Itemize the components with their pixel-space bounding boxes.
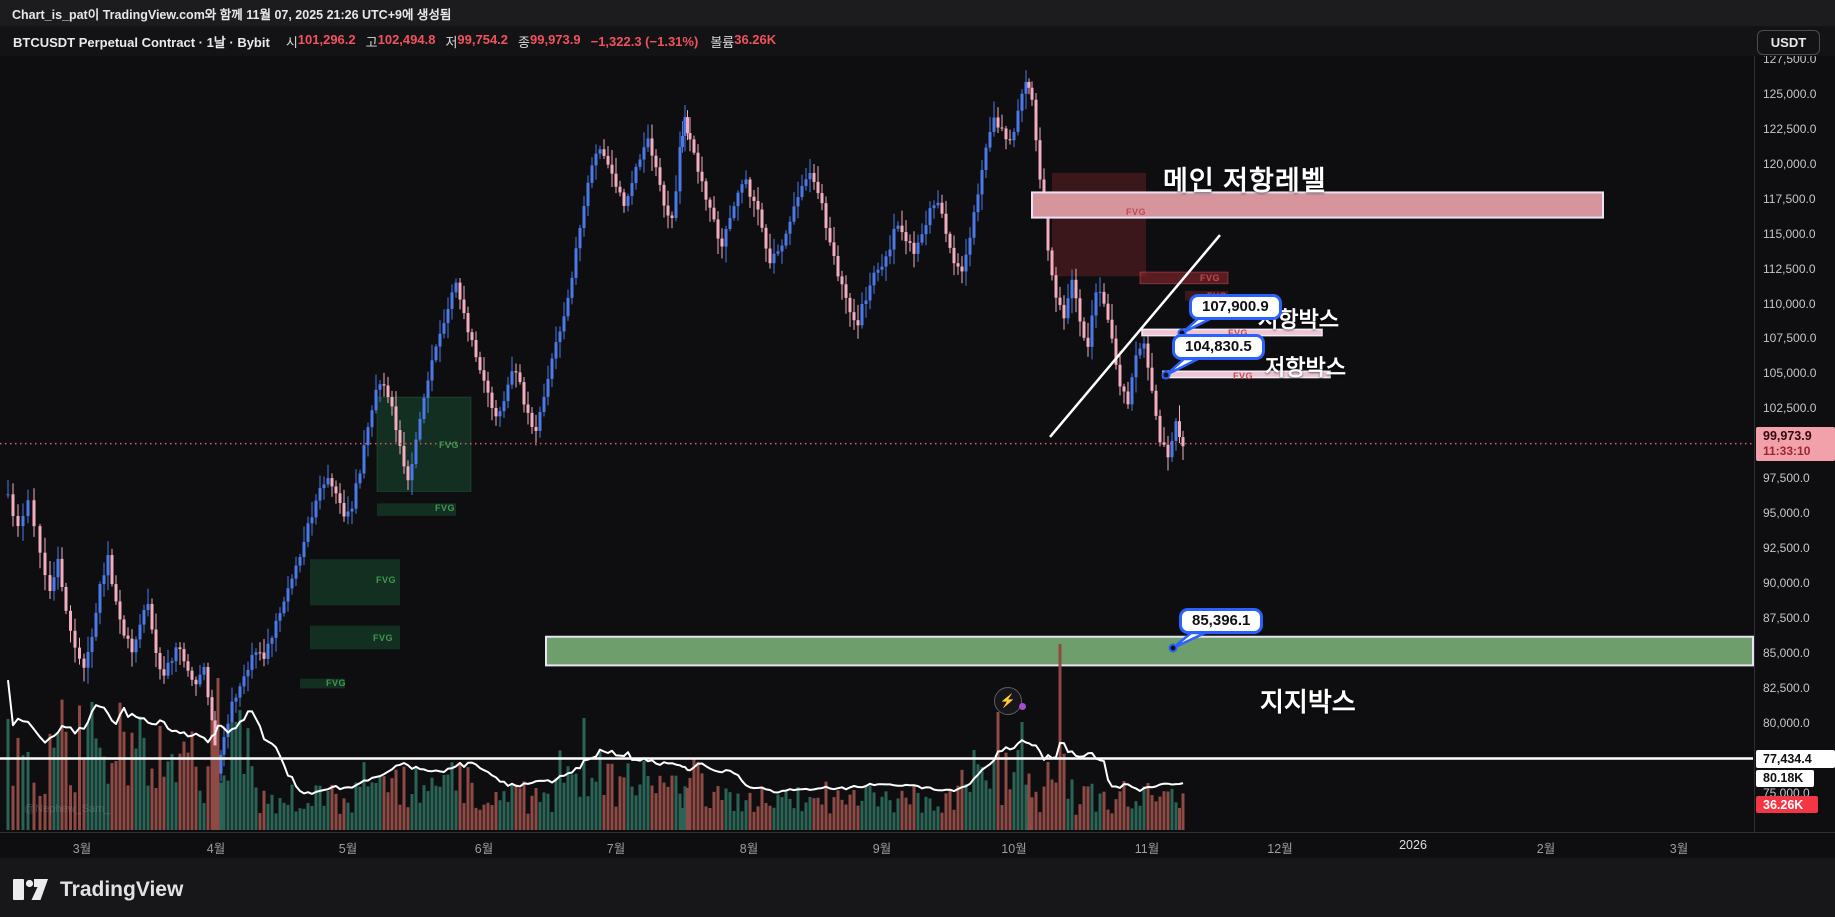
price-axis[interactable]: 127,500.0 125,000.0 122,500.0 120,000.0 117,… <box>1754 56 1835 832</box>
close-value: 99,973.9 <box>530 31 581 47</box>
alert-line-price-chip: 77,434.4 <box>1756 749 1835 768</box>
high-value: 102,494.8 <box>377 31 436 47</box>
callout-resistance-1-price: 107,900.9 <box>1189 294 1282 320</box>
open-label: 시 <box>285 34 298 50</box>
volume-value: 36.26K <box>734 31 777 47</box>
time-tick-label: 4월 <box>206 842 226 856</box>
time-tick-label: 7월 <box>606 842 626 856</box>
time-tick-label: 3월 <box>72 842 92 856</box>
price-tick-label: 110,000.0 <box>1763 296 1816 311</box>
volume-current-chip: 36.26K <box>1756 796 1818 813</box>
support-box-label: 지지박스 <box>1260 687 1356 717</box>
fvg-label: FVG <box>1125 207 1147 217</box>
close-label: 종 <box>518 34 530 50</box>
price-tick-label: 117,500.0 <box>1763 191 1816 206</box>
attribution-text: Chart_is_pat이 TradingView.com와 함께 11월 07… <box>12 7 452 22</box>
price-tick-label: 97,500.0 <box>1763 471 1810 486</box>
price-tick-label: 87,500.0 <box>1763 610 1810 625</box>
fvg-label: FVG <box>434 503 456 513</box>
currency-toggle-button[interactable]: USDT <box>1757 30 1820 55</box>
ohlc-low: 저 99,754.2 <box>445 32 508 51</box>
time-tick-label: 2월 <box>1536 842 1556 856</box>
current-price-value: 99,973.9 <box>1763 428 1812 443</box>
author-watermark: @Nephew_Sam_ <box>24 803 111 815</box>
ohlc-high: 고 102,494.8 <box>366 32 436 51</box>
resistance-box-label-2: 저항박스 <box>1265 355 1346 380</box>
time-tick-label: 2026 <box>1399 838 1427 852</box>
time-tick-label: 12월 <box>1267 842 1293 856</box>
low-value: 99,754.2 <box>457 31 509 47</box>
time-tick-label: 6월 <box>474 842 494 856</box>
price-tick-label: 85,000.0 <box>1763 645 1810 660</box>
price-tick-label: 125,000.0 <box>1763 86 1817 101</box>
volume-label: 볼륨 <box>710 34 735 50</box>
notification-dot <box>1019 703 1026 710</box>
ohlc-open: 시 101,296.2 <box>286 32 356 51</box>
time-tick-label: 5월 <box>338 842 358 856</box>
price-tick-label: 120,000.0 <box>1763 156 1817 171</box>
time-tick-label: 8월 <box>739 842 759 856</box>
price-tick-label: 107,500.0 <box>1763 331 1817 346</box>
fvg-label: FVG <box>325 678 347 688</box>
time-tick-label: 10월 <box>1001 842 1027 856</box>
price-tick-label: 95,000.0 <box>1763 506 1810 521</box>
fvg-label: FVG <box>1199 273 1221 283</box>
symbol-header-bar: BTCUSDT Perpetual Contract · 1날 · Bybit … <box>0 26 1835 56</box>
fvg-label: FVG <box>438 440 460 450</box>
fvg-label: FVG <box>375 575 397 585</box>
high-label: 고 <box>365 34 378 50</box>
price-tick-label: 122,500.0 <box>1763 121 1817 136</box>
ohlc-close: 종 99,973.9 <box>518 32 581 51</box>
price-tick-label: 115,000.0 <box>1763 226 1816 241</box>
fvg-label: FVG <box>1227 328 1249 338</box>
change-value: −1,322.3 (−1.31%) <box>590 33 699 49</box>
volume-ma-chip: 80.18K <box>1756 769 1814 787</box>
price-tick-label: 112,500.0 <box>1763 261 1816 276</box>
price-tick-label: 90,000.0 <box>1763 575 1810 590</box>
tradingview-logo-icon <box>13 879 48 900</box>
callout-resistance-2-price: 104,830.5 <box>1172 334 1265 360</box>
time-tick-label: 11월 <box>1134 842 1160 856</box>
price-tick-label: 105,000.0 <box>1763 366 1817 381</box>
time-tick-label: 9월 <box>872 842 892 856</box>
callout-support-price: 85,396.1 <box>1179 608 1264 634</box>
fvg-label: FVG <box>372 633 394 643</box>
bar-countdown: 11:33:10 <box>1763 443 1811 458</box>
current-price-label: 99,973.9 11:33:10 <box>1756 426 1835 461</box>
open-value: 101,296.2 <box>297 31 356 47</box>
time-tick-label: 3월 <box>1669 842 1689 856</box>
fvg-label: FVG <box>1232 371 1254 381</box>
price-tick-label: 127,500.0 <box>1763 56 1817 66</box>
main-resistance-label: 메인 저항레벨 <box>1163 166 1327 196</box>
quick-trade-button[interactable]: ⚡ <box>994 687 1022 715</box>
attribution-bar: Chart_is_pat이 TradingView.com와 함께 11월 07… <box>0 0 1835 26</box>
low-label: 저 <box>445 34 458 50</box>
footer-bar: TradingView <box>0 858 1835 917</box>
price-tick-label: 92,500.0 <box>1763 541 1810 556</box>
price-tick-label: 80,000.0 <box>1763 715 1810 730</box>
price-tick-label: 102,500.0 <box>1763 401 1817 416</box>
volume-field: 볼륨 36.26K <box>710 32 776 51</box>
time-axis[interactable]: 3월 4월 5월 6월 7월 8월 9월 10월 11월 12월 2026 2월 3월 <box>0 832 1835 858</box>
price-tick-label: 82,500.0 <box>1763 680 1810 695</box>
symbol-title[interactable]: BTCUSDT Perpetual Contract · 1날 · Bybit <box>13 34 270 50</box>
tradingview-logo-text[interactable]: TradingView <box>60 878 184 901</box>
